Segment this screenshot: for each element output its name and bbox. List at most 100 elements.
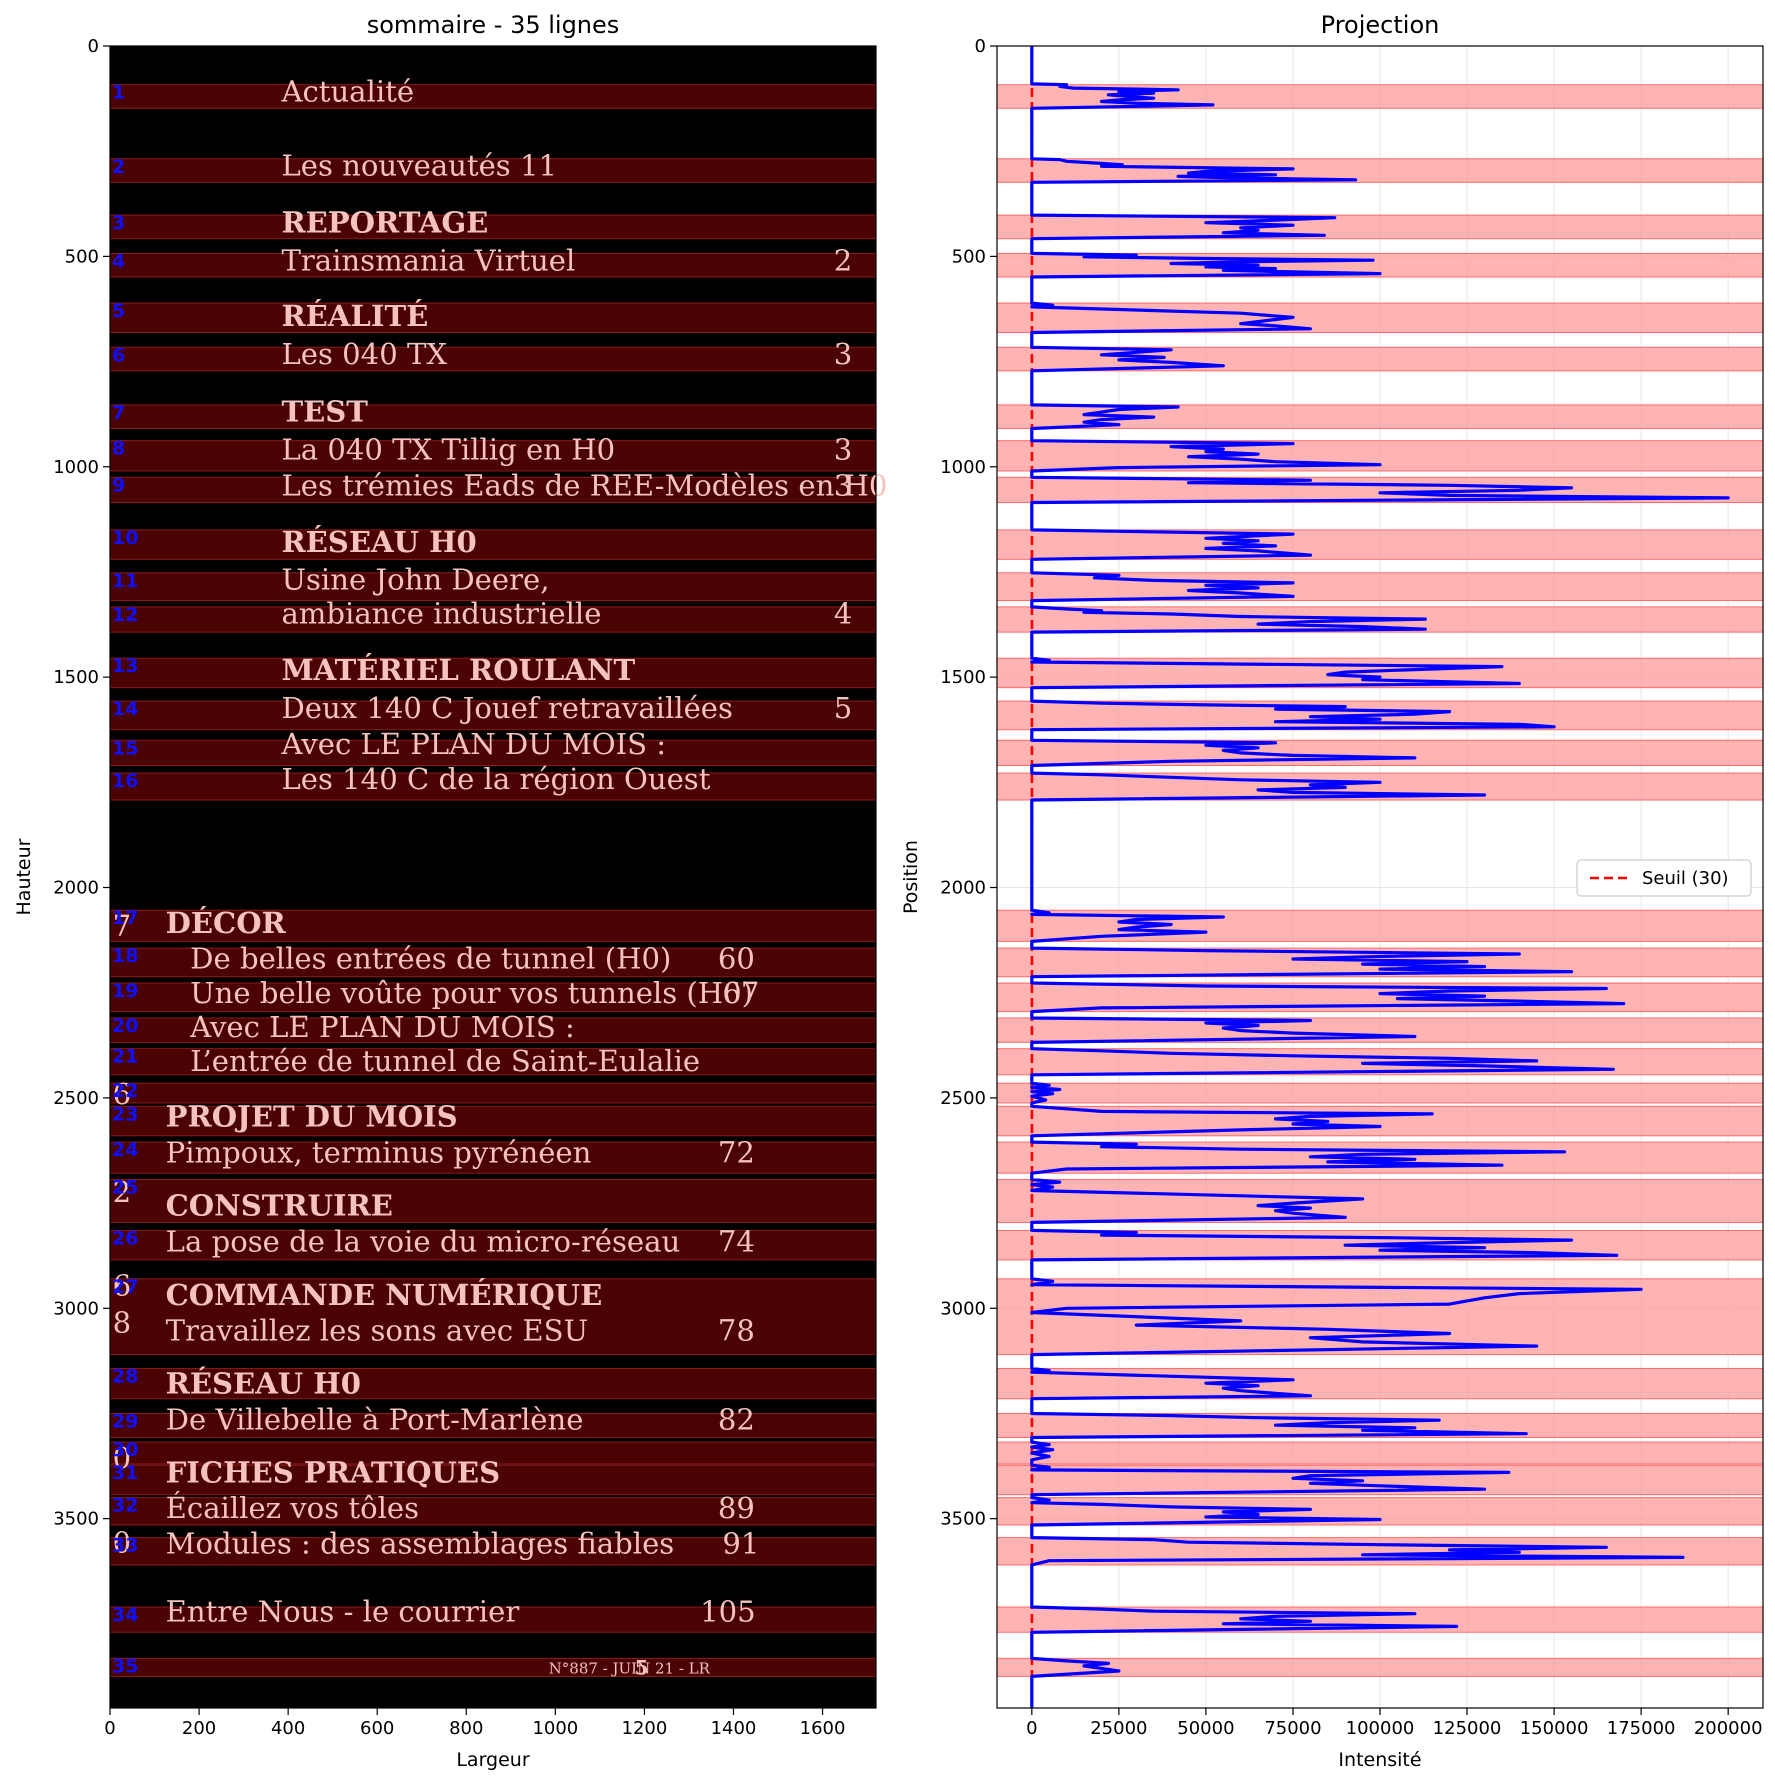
line-numbers: 1234567891011121314151617181920212223242… xyxy=(112,82,138,1678)
line-number-label: 5 xyxy=(112,300,125,322)
detected-band xyxy=(996,1441,1764,1465)
line-band-35 xyxy=(109,1657,877,1677)
line-number-label: 11 xyxy=(112,570,138,592)
y-tick-label: 0 xyxy=(975,36,986,57)
detected-band xyxy=(996,302,1764,334)
left-y-ticks: 0 500 1000 1500 2000 2500 3000 3500 xyxy=(53,36,110,1530)
line-band-1 xyxy=(109,84,877,109)
line-number-label: 22 xyxy=(112,1080,138,1102)
document-text-line: 6 xyxy=(113,1269,132,1303)
document-text-line: 91 xyxy=(722,1527,759,1561)
y-tick-label: 3000 xyxy=(53,1298,99,1319)
line-band-14 xyxy=(109,700,877,731)
document-text-line: Deux 140 C Jouef retravaillées xyxy=(281,691,733,725)
legend-box xyxy=(1576,859,1752,897)
document-text-line: 2 xyxy=(834,243,853,277)
document-text-line: MATÉRIEL ROULANT xyxy=(281,652,635,687)
y-tick-label: 1000 xyxy=(940,457,986,478)
line-number-label: 15 xyxy=(112,737,138,759)
detected-band xyxy=(996,1657,1764,1677)
document-text-line: Travaillez les sons avec ESU xyxy=(166,1314,588,1348)
x-tick-label: 400 xyxy=(271,1718,305,1739)
right-ylabel: Position xyxy=(900,840,922,914)
right-x-ticks: 0 25000 50000 75000 100000 125000 150000 175000… xyxy=(1026,1708,1763,1739)
line-number-label: 13 xyxy=(112,655,138,677)
y-tick-label: 500 xyxy=(952,246,986,267)
line-number-label: 10 xyxy=(112,527,138,549)
line-number-label: 7 xyxy=(112,402,125,424)
series-line xyxy=(1030,46,1730,1708)
document-text-line: Une belle voûte pour vos tunnels (H0) xyxy=(190,976,753,1010)
x-tick-label: 1400 xyxy=(711,1718,757,1739)
left-ylabel: Hauteur xyxy=(13,838,35,915)
line-number-label: 1 xyxy=(112,82,125,104)
detected-band xyxy=(996,158,1764,183)
line-number-label: 12 xyxy=(112,604,138,626)
y-tick-label: 500 xyxy=(65,246,99,267)
line-band-16 xyxy=(109,772,877,801)
document-text-line: 74 xyxy=(718,1224,755,1258)
document-text-line: Trainsmania Virtuel xyxy=(281,243,575,277)
legend: Seuil (30) xyxy=(1576,859,1752,897)
document-text-line: 7 xyxy=(113,909,132,943)
document-text-line: De belles entrées de tunnel (H0) xyxy=(190,941,671,975)
document-text-line: Les nouveautés 11 xyxy=(281,149,557,183)
line-band-28 xyxy=(109,1367,877,1400)
right-y-ticks: 0 500 1000 1500 2000 2500 3000 3500 xyxy=(940,36,997,1530)
y-tick-label: 2000 xyxy=(940,878,986,899)
y-tick-label: 2000 xyxy=(53,878,99,899)
left-frame xyxy=(109,45,877,1709)
detected-band xyxy=(996,1017,1764,1043)
left-xlabel: Largeur xyxy=(456,1749,529,1771)
document-text-line: Les 140 C de la région Ouest xyxy=(281,762,710,796)
document-text-line: Pimpoux, terminus pyrénéen xyxy=(166,1135,592,1169)
document-text-line: Écaillez vos tôles xyxy=(166,1490,419,1525)
document-text-line: FICHES PRATIQUES xyxy=(166,1455,500,1489)
line-band-21 xyxy=(109,1048,877,1076)
x-tick-label: 50000 xyxy=(1177,1718,1234,1739)
document-text-line: La pose de la voie du micro-réseau xyxy=(166,1224,681,1258)
line-band-32 xyxy=(109,1497,877,1526)
document-text-line: 5 xyxy=(635,1655,649,1679)
document-text-line: DÉCOR xyxy=(166,905,287,940)
document-text-line: 82 xyxy=(718,1402,755,1436)
line-band-3 xyxy=(109,214,877,240)
document-text-line: 3 xyxy=(834,468,853,502)
document-text-line: TEST xyxy=(281,395,368,429)
document-text-line: Les trémies Eads de REE-Modèles en H0 xyxy=(281,468,887,502)
document-text-line: RÉSEAU H0 xyxy=(281,524,476,559)
line-number-label: 24 xyxy=(112,1139,138,1161)
document-text-line: N°887 - JUIN 21 - LR xyxy=(549,1659,711,1677)
x-tick-label: 75000 xyxy=(1264,1718,1321,1739)
line-number-label: 2 xyxy=(112,156,125,178)
y-tick-label: 2500 xyxy=(53,1088,99,1109)
document-text-line: 6 xyxy=(113,1077,132,1111)
left-title: sommaire - 35 lignes xyxy=(367,11,620,39)
line-band-25 xyxy=(109,1179,877,1223)
x-tick-label: 1000 xyxy=(532,1718,578,1739)
line-number-label: 9 xyxy=(112,474,125,496)
document-text-line: RÉALITÉ xyxy=(281,298,428,333)
line-number-label: 6 xyxy=(112,344,125,366)
document-text-line: RÉSEAU H0 xyxy=(166,1366,361,1401)
detected-band xyxy=(996,1082,1764,1104)
document-text: Actualité Les nouveautés 11 REPORTAGE Train… xyxy=(113,75,888,1680)
line-band-10 xyxy=(109,529,877,560)
y-tick-label: 3500 xyxy=(940,1509,986,1530)
legend-threshold-label: Seuil (30) xyxy=(1642,868,1729,889)
x-tick-label: 600 xyxy=(360,1718,394,1739)
x-tick-label: 200000 xyxy=(1694,1718,1763,1739)
line-number-label: 32 xyxy=(112,1495,138,1517)
left-x-ticks: 0 200 400 600 800 1000 1200 1400 1600 xyxy=(104,1708,845,1739)
document-text-line: 72 xyxy=(718,1135,755,1169)
line-band-17 xyxy=(109,909,877,942)
document-text-line: La 040 TX Tillig en H0 xyxy=(281,433,615,467)
document-text-line: 3 xyxy=(834,337,853,371)
line-number-label: 19 xyxy=(112,980,138,1002)
document-text-line: L’entrée de tunnel de Saint-Eulalie xyxy=(190,1044,700,1078)
document-text-line: 3 xyxy=(834,433,853,467)
detected-band xyxy=(996,529,1764,560)
line-band-20 xyxy=(109,1017,877,1043)
line-number-label: 4 xyxy=(112,250,125,272)
line-number-label: 3 xyxy=(112,212,125,234)
